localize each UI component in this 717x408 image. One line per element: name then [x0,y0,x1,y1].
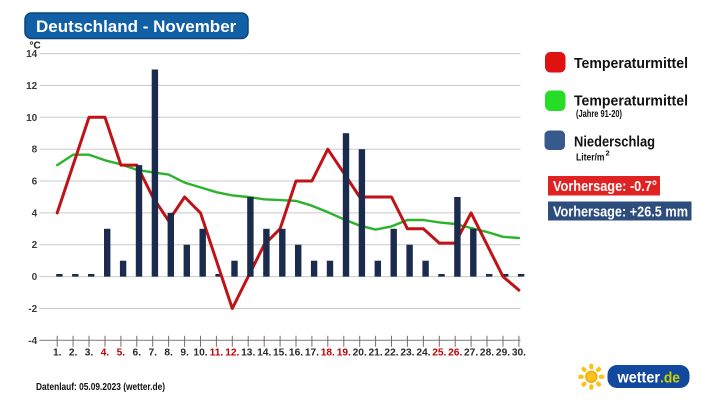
svg-text:6: 6 [32,177,38,188]
svg-text:4.: 4. [101,348,110,359]
svg-text:°C: °C [30,41,41,52]
svg-text:10: 10 [26,113,38,124]
svg-text:8: 8 [32,145,38,156]
svg-text:8.: 8. [164,348,173,359]
svg-text:28.: 28. [480,348,494,359]
svg-text:6.: 6. [133,348,142,359]
svg-text:1.: 1. [53,348,62,359]
svg-text:17.: 17. [305,348,319,359]
svg-text:3.: 3. [85,348,94,359]
svg-text:14.: 14. [257,348,271,359]
svg-text:2: 2 [606,149,610,158]
svg-text:Vorhersage: +26.5 mm: Vorhersage: +26.5 mm [553,205,688,221]
svg-text:23.: 23. [400,348,414,359]
svg-text:0: 0 [32,272,38,283]
svg-text:25.: 25. [432,348,446,359]
svg-text:21.: 21. [369,348,383,359]
svg-text:29.: 29. [496,348,510,359]
svg-text:Datenlauf: 05.09.2023 (wetter.: Datenlauf: 05.09.2023 (wetter.de) [36,382,165,393]
svg-text:Temperaturmittel: Temperaturmittel [574,94,688,110]
svg-text:-4: -4 [28,336,37,347]
svg-text:12: 12 [26,81,38,92]
svg-text:4: 4 [32,208,38,219]
svg-text:Liter/m: Liter/m [576,152,605,164]
svg-text:Niederschlag: Niederschlag [574,135,655,151]
svg-text:.de: .de [660,371,680,387]
svg-text:Deutschland - November: Deutschland - November [36,17,237,36]
svg-text:5.: 5. [117,348,126,359]
svg-text:7.: 7. [148,348,157,359]
svg-text:2.: 2. [69,348,78,359]
svg-text:30.: 30. [512,348,526,359]
svg-text:13.: 13. [241,348,255,359]
svg-text:2: 2 [32,240,38,251]
svg-text:16.: 16. [289,348,303,359]
svg-text:11.: 11. [210,348,224,359]
svg-text:10.: 10. [193,348,207,359]
svg-text:12.: 12. [225,348,239,359]
svg-text:Temperaturmittel: Temperaturmittel [574,56,688,72]
svg-text:14: 14 [26,49,38,60]
svg-text:(Jahre 91-20): (Jahre 91-20) [576,109,622,120]
svg-text:-2: -2 [28,304,37,315]
svg-text:18.: 18. [321,348,335,359]
svg-text:19.: 19. [337,348,351,359]
svg-text:20.: 20. [353,348,367,359]
svg-text:24.: 24. [416,348,430,359]
svg-text:26.: 26. [448,348,462,359]
svg-text:9.: 9. [180,348,189,359]
svg-text:22.: 22. [384,348,398,359]
svg-text:wetter: wetter [617,370,660,387]
svg-text:27.: 27. [464,348,478,359]
svg-text:Vorhersage: -0.7°: Vorhersage: -0.7° [553,179,657,195]
svg-text:15.: 15. [273,348,287,359]
